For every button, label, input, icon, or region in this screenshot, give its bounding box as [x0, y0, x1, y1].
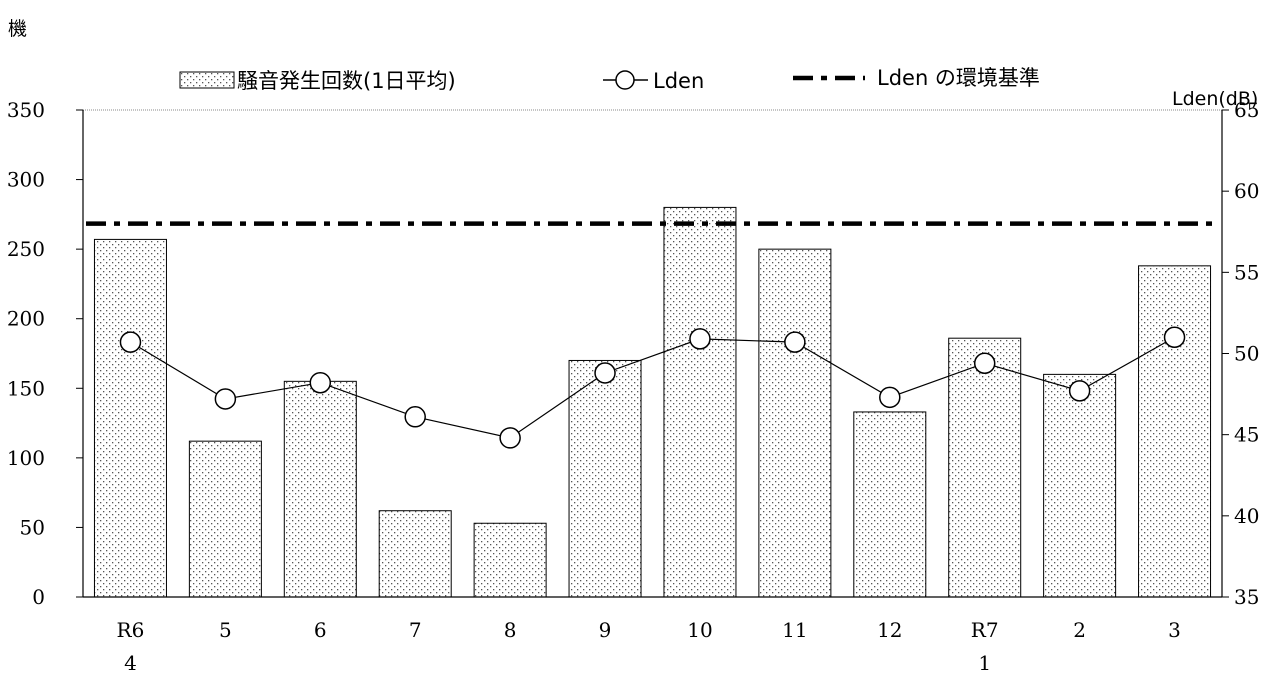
right-axis-unit-label: Lden(dB): [1172, 88, 1258, 110]
left-axis-tick-label: 350: [7, 98, 45, 122]
left-axis-tick-label: 250: [7, 237, 45, 261]
legend-label-standard: Lden の環境基準: [877, 66, 1040, 90]
x-axis-tick-label: 1: [978, 651, 991, 673]
bar: [1043, 373, 1117, 598]
axes: [82, 110, 1223, 598]
x-axis-tick-label: 7: [409, 618, 422, 642]
lden-marker: [784, 331, 806, 353]
left-axis-tick-label: 50: [20, 515, 45, 539]
x-axis-tick-label: 12: [877, 618, 902, 642]
right-axis-tick-label: 65: [1234, 98, 1259, 122]
lden-marker: [499, 427, 521, 449]
bar: [473, 522, 547, 598]
legend-label-bar: 騒音発生回数(1日平均): [237, 69, 456, 93]
left-axis-tick-label: 0: [32, 585, 45, 609]
lden-marker: [1068, 380, 1091, 402]
lden-marker: [879, 386, 901, 409]
bar: [378, 510, 452, 598]
x-axis-tick-label: 5: [219, 618, 232, 642]
x-axis-tick-label: 11: [782, 618, 807, 642]
right-axis-tick-label: 55: [1234, 260, 1259, 284]
left-axis-tick-label: 200: [7, 307, 45, 331]
x-axis-tick-label: 4: [124, 651, 137, 673]
legend-swatch-bar: [179, 71, 235, 89]
lden-marker: [689, 328, 711, 350]
lden-marker: [404, 406, 426, 428]
left-axis-tick-label: 150: [7, 376, 45, 400]
bar: [568, 359, 642, 598]
bar: [948, 337, 1022, 598]
left-axis-tick-label: 100: [7, 446, 45, 470]
left-axis-unit-label: 機: [8, 18, 27, 40]
lden-marker: [594, 362, 616, 384]
right-axis-tick-label: 60: [1234, 179, 1259, 203]
right-axis-tick-label: 50: [1234, 342, 1259, 366]
left-axis-tick-label: 300: [7, 168, 45, 192]
x-axis-tick-label: 2: [1073, 618, 1086, 642]
bar: [188, 440, 262, 598]
lden-marker: [309, 371, 332, 394]
left-axis: 0 50 100 150 200 250 300 350: [7, 98, 83, 609]
bar: [283, 380, 357, 598]
x-axis-tick-label: R6: [117, 618, 145, 642]
legend-label-lden: Lden: [653, 69, 704, 93]
lden-marker: [214, 388, 237, 410]
x-axis-tick-label: 8: [504, 618, 517, 642]
x-axis-tick-label: R7: [971, 618, 999, 642]
right-axis: 35 40 45 50 55 60 65: [1222, 98, 1259, 609]
right-axis-tick-label: 45: [1234, 423, 1259, 447]
lden-series: [119, 326, 1186, 449]
x-axis-tick-label: 6: [314, 618, 327, 642]
lden-line: [130, 336, 1175, 439]
bar: [1138, 265, 1212, 598]
legend: 騒音発生回数(1日平均) Lden Lden の環境基準: [179, 66, 1040, 93]
x-axis-tick-label: 9: [599, 618, 612, 642]
lden-marker: [1163, 326, 1186, 349]
bar: [93, 238, 167, 598]
right-axis-tick-label: 40: [1234, 504, 1259, 528]
right-axis-tick-label: 35: [1234, 585, 1259, 609]
lden-marker: [119, 331, 142, 353]
x-axis-tick-label: 10: [687, 618, 712, 642]
bar: [853, 411, 927, 598]
x-axis-tick-label: 3: [1168, 618, 1181, 642]
legend-marker-lden: [615, 70, 635, 90]
bar: [663, 206, 737, 598]
lden-marker: [973, 352, 996, 374]
bar-series: [93, 206, 1212, 598]
bar: [758, 248, 832, 598]
